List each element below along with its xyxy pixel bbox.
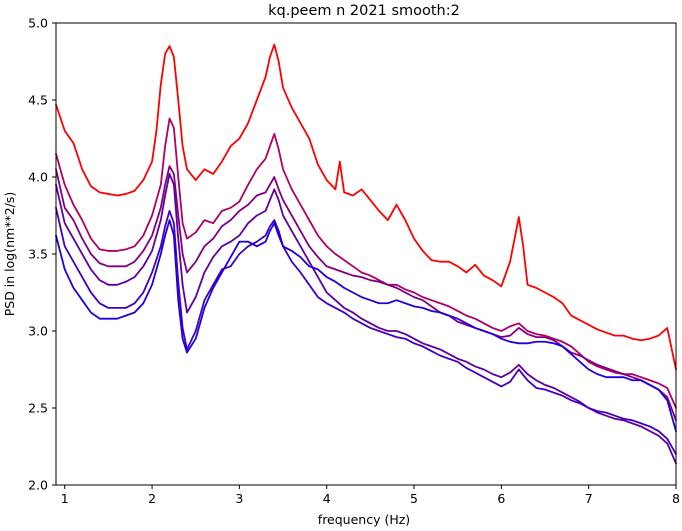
y-axis: 2.0 2.5 3.0 3.5 4.0 4.5 5.0 bbox=[28, 16, 56, 493]
x-tick-label: 1 bbox=[61, 491, 69, 506]
x-tick-label: 5 bbox=[410, 491, 418, 506]
y-tick-label: 2.5 bbox=[28, 401, 48, 416]
plot-frame bbox=[55, 22, 677, 486]
x-tick-label: 6 bbox=[497, 491, 505, 506]
x-axis: 1 2 3 4 5 6 7 8 bbox=[61, 485, 680, 506]
series-line-6 bbox=[55, 219, 677, 433]
y-tick-label: 2.0 bbox=[28, 478, 48, 493]
y-tick-label: 4.5 bbox=[28, 93, 48, 108]
y-axis-label: PSD in log(nm**2/s) bbox=[2, 192, 17, 317]
y-tick-label: 3.0 bbox=[28, 324, 48, 339]
y-tick-label: 3.5 bbox=[28, 247, 48, 262]
x-tick-label: 7 bbox=[585, 491, 593, 506]
series-line-2 bbox=[55, 117, 677, 409]
x-tick-label: 4 bbox=[323, 491, 331, 506]
series-line-1 bbox=[55, 43, 677, 371]
x-tick-label: 3 bbox=[235, 491, 243, 506]
x-tick-label: 8 bbox=[672, 491, 680, 506]
series-line-5 bbox=[55, 206, 677, 456]
plot-area bbox=[56, 23, 676, 485]
series-line-4 bbox=[55, 173, 677, 465]
x-axis-label: frequency (Hz) bbox=[318, 512, 410, 527]
series-group bbox=[55, 43, 677, 465]
y-tick-label: 4.0 bbox=[28, 170, 48, 185]
chart-title: kq.peem n 2021 smooth:2 bbox=[268, 3, 460, 19]
x-tick-label: 2 bbox=[148, 491, 156, 506]
y-tick-label: 5.0 bbox=[28, 16, 48, 31]
